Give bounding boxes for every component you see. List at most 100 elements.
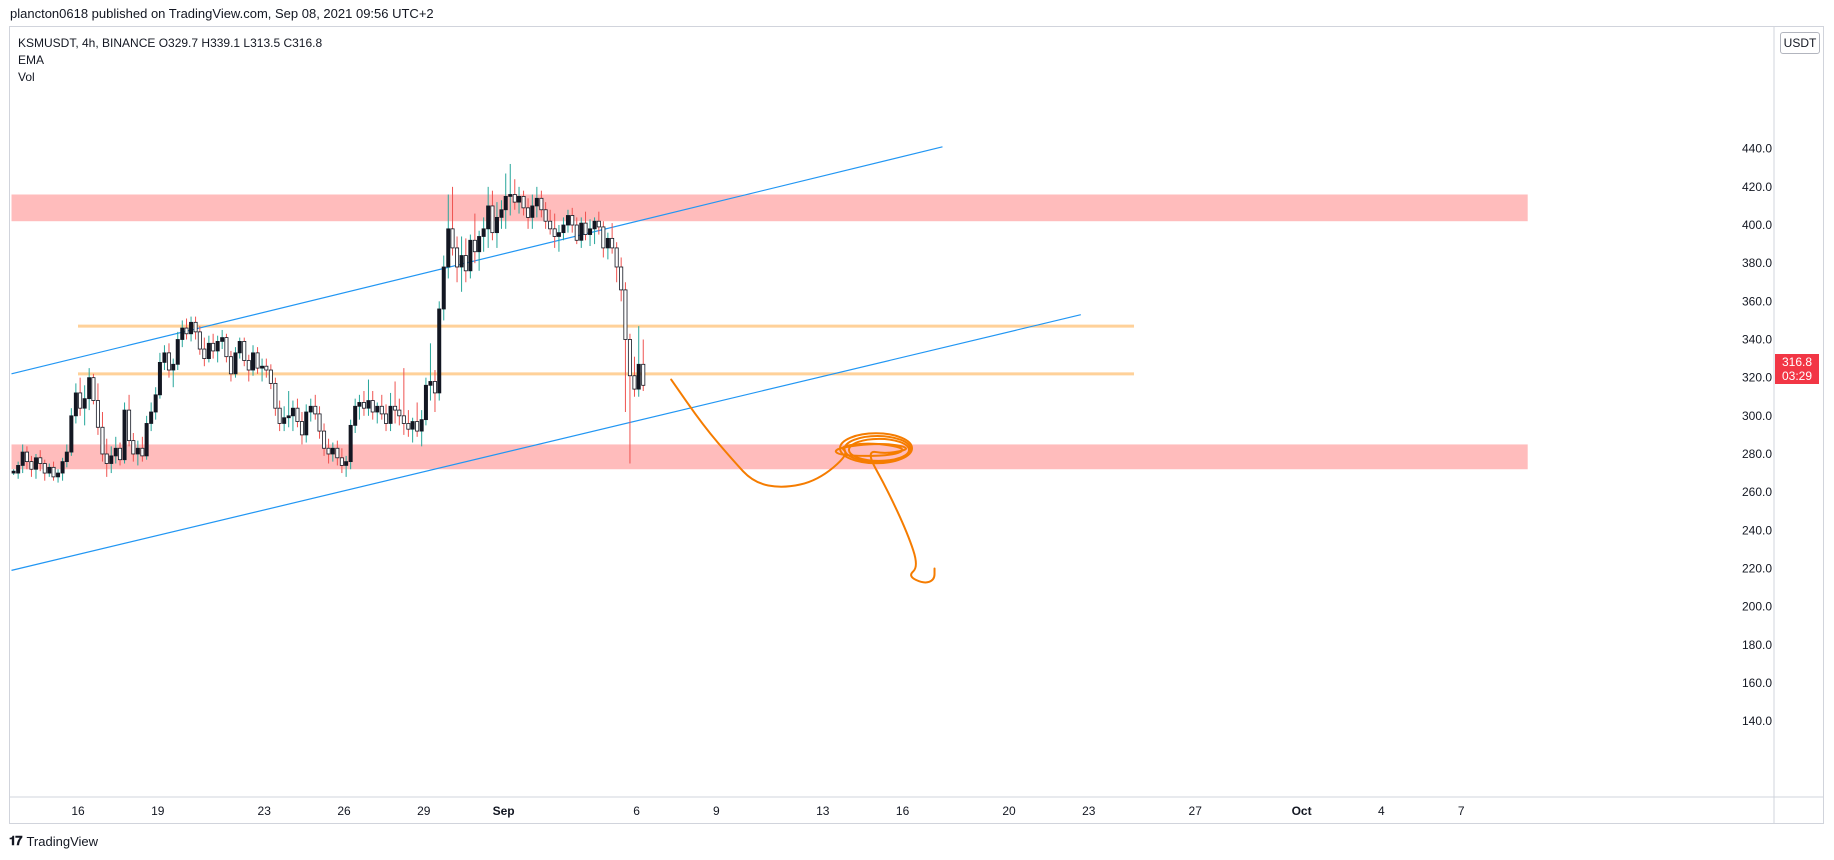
x-tick-label: 27 bbox=[1189, 804, 1203, 818]
candle-body-98 bbox=[446, 228, 451, 268]
candle-body-90 bbox=[410, 421, 415, 430]
candle-body-65 bbox=[299, 421, 304, 436]
y-tick-label: 320.0 bbox=[1742, 371, 1772, 385]
candle-body-116 bbox=[526, 207, 531, 218]
last-price-label: 316.8 03:29 bbox=[1775, 354, 1819, 384]
candle-body-129 bbox=[583, 222, 588, 235]
candle-body-10 bbox=[56, 472, 61, 478]
candle-body-1 bbox=[16, 465, 21, 474]
candle-body-17 bbox=[87, 377, 92, 400]
y-tick-label: 340.0 bbox=[1742, 333, 1772, 347]
candle-body-123 bbox=[556, 232, 561, 237]
candle-body-138 bbox=[623, 289, 628, 340]
candle-body-115 bbox=[521, 195, 526, 209]
candlestick-series bbox=[11, 163, 646, 483]
candle-body-103 bbox=[468, 239, 473, 272]
candle-body-108 bbox=[490, 205, 495, 234]
y-tick-label: 200.0 bbox=[1742, 600, 1772, 614]
y-tick-label: 160.0 bbox=[1742, 676, 1772, 690]
candle-body-55 bbox=[255, 352, 260, 369]
candle-body-59 bbox=[273, 382, 278, 409]
candle-body-0 bbox=[11, 470, 16, 474]
last-price-value: 316.8 bbox=[1781, 355, 1813, 369]
candle-body-36 bbox=[171, 363, 176, 371]
candle-body-74 bbox=[339, 457, 344, 466]
candle-body-16 bbox=[82, 398, 87, 409]
y-tick-label: 440.0 bbox=[1742, 142, 1772, 156]
candle-body-27 bbox=[131, 440, 136, 455]
candle-body-73 bbox=[335, 447, 340, 459]
candle-body-5 bbox=[33, 457, 38, 470]
candle-body-60 bbox=[277, 407, 282, 424]
candle-body-105 bbox=[477, 236, 482, 253]
candle-body-44 bbox=[206, 342, 211, 359]
candle-body-92 bbox=[419, 419, 424, 432]
x-tick-label: 19 bbox=[151, 804, 165, 818]
candle-body-41 bbox=[193, 321, 198, 333]
symbol-legend: KSMUSDT, 4h, BINANCE O329.7 H339.1 L313.… bbox=[18, 35, 322, 86]
candle-body-75 bbox=[344, 461, 349, 466]
trendline-1 bbox=[11, 314, 1081, 571]
bar-countdown: 03:29 bbox=[1781, 369, 1813, 383]
candle-body-12 bbox=[64, 451, 69, 463]
tradingview-brand: TradingView bbox=[26, 833, 99, 849]
annotation-stroke bbox=[670, 378, 936, 584]
candle-body-72 bbox=[330, 447, 335, 455]
candle-body-45 bbox=[211, 342, 216, 352]
x-tick-label: 23 bbox=[258, 804, 272, 818]
candle-body-51 bbox=[237, 341, 242, 354]
candle-body-71 bbox=[326, 447, 331, 455]
y-tick-label: 400.0 bbox=[1742, 218, 1772, 232]
symbol-ohlc[interactable]: KSMUSDT, 4h, BINANCE O329.7 H339.1 L313.… bbox=[18, 36, 323, 50]
candle-body-35 bbox=[166, 352, 171, 371]
vol-indicator-label[interactable]: Vol bbox=[18, 70, 35, 84]
x-tick-label: 16 bbox=[71, 804, 85, 818]
y-tick-label: 180.0 bbox=[1742, 638, 1772, 652]
x-tick-label: 4 bbox=[1378, 804, 1385, 818]
tradingview-logo[interactable]: 𝟏𝟕 TradingView bbox=[9, 833, 98, 849]
candle-body-80 bbox=[366, 400, 371, 409]
candle-body-28 bbox=[135, 447, 140, 455]
candle-body-33 bbox=[157, 361, 162, 396]
candle-body-117 bbox=[530, 205, 535, 218]
candle-body-39 bbox=[184, 327, 189, 335]
candle-body-66 bbox=[304, 411, 309, 436]
candle-body-48 bbox=[224, 337, 229, 358]
candle-body-3 bbox=[24, 451, 29, 463]
candle-body-104 bbox=[472, 239, 477, 253]
chart-frame[interactable] bbox=[9, 26, 1824, 824]
x-tick-label: 7 bbox=[1458, 804, 1465, 818]
candle-body-121 bbox=[548, 220, 553, 230]
candle-body-49 bbox=[228, 356, 233, 375]
y-tick-label: 360.0 bbox=[1742, 294, 1772, 308]
candle-body-22 bbox=[109, 455, 114, 464]
candle-body-86 bbox=[393, 405, 398, 411]
candle-body-14 bbox=[73, 392, 78, 417]
time-axis[interactable]: 16 19 23 26 29 Sep 6 9 13 16 20 23 27 Oct 4 7 bbox=[71, 804, 1465, 818]
ema-indicator-label[interactable]: EMA bbox=[18, 53, 45, 67]
candle-body-125 bbox=[565, 215, 570, 226]
candle-body-85 bbox=[388, 405, 393, 424]
candle-body-26 bbox=[127, 409, 132, 442]
candle-body-76 bbox=[348, 424, 353, 463]
candle-body-84 bbox=[384, 413, 389, 424]
candle-body-43 bbox=[202, 348, 207, 359]
candle-body-112 bbox=[508, 194, 513, 197]
candle-body-70 bbox=[322, 430, 327, 449]
candle-body-15 bbox=[78, 392, 83, 409]
price-axis[interactable]: 440.0 420.0 400.0 380.0 360.0 340.0 320.0 300.0… bbox=[1742, 142, 1772, 728]
y-tick-label: 420.0 bbox=[1742, 180, 1772, 194]
candle-body-101 bbox=[459, 255, 464, 268]
currency-unit-button[interactable]: USDT bbox=[1780, 32, 1820, 54]
annotation-circle-1 bbox=[843, 435, 912, 464]
candle-body-102 bbox=[463, 255, 468, 272]
publisher-header: plancton0618 published on TradingView.co… bbox=[10, 6, 434, 21]
y-tick-label: 300.0 bbox=[1742, 409, 1772, 423]
trendline-0 bbox=[11, 146, 943, 375]
candle-body-69 bbox=[317, 413, 322, 432]
candle-body-134 bbox=[605, 237, 610, 249]
candle-body-8 bbox=[47, 466, 52, 474]
x-tick-label: 16 bbox=[896, 804, 910, 818]
candle-body-99 bbox=[450, 228, 455, 249]
